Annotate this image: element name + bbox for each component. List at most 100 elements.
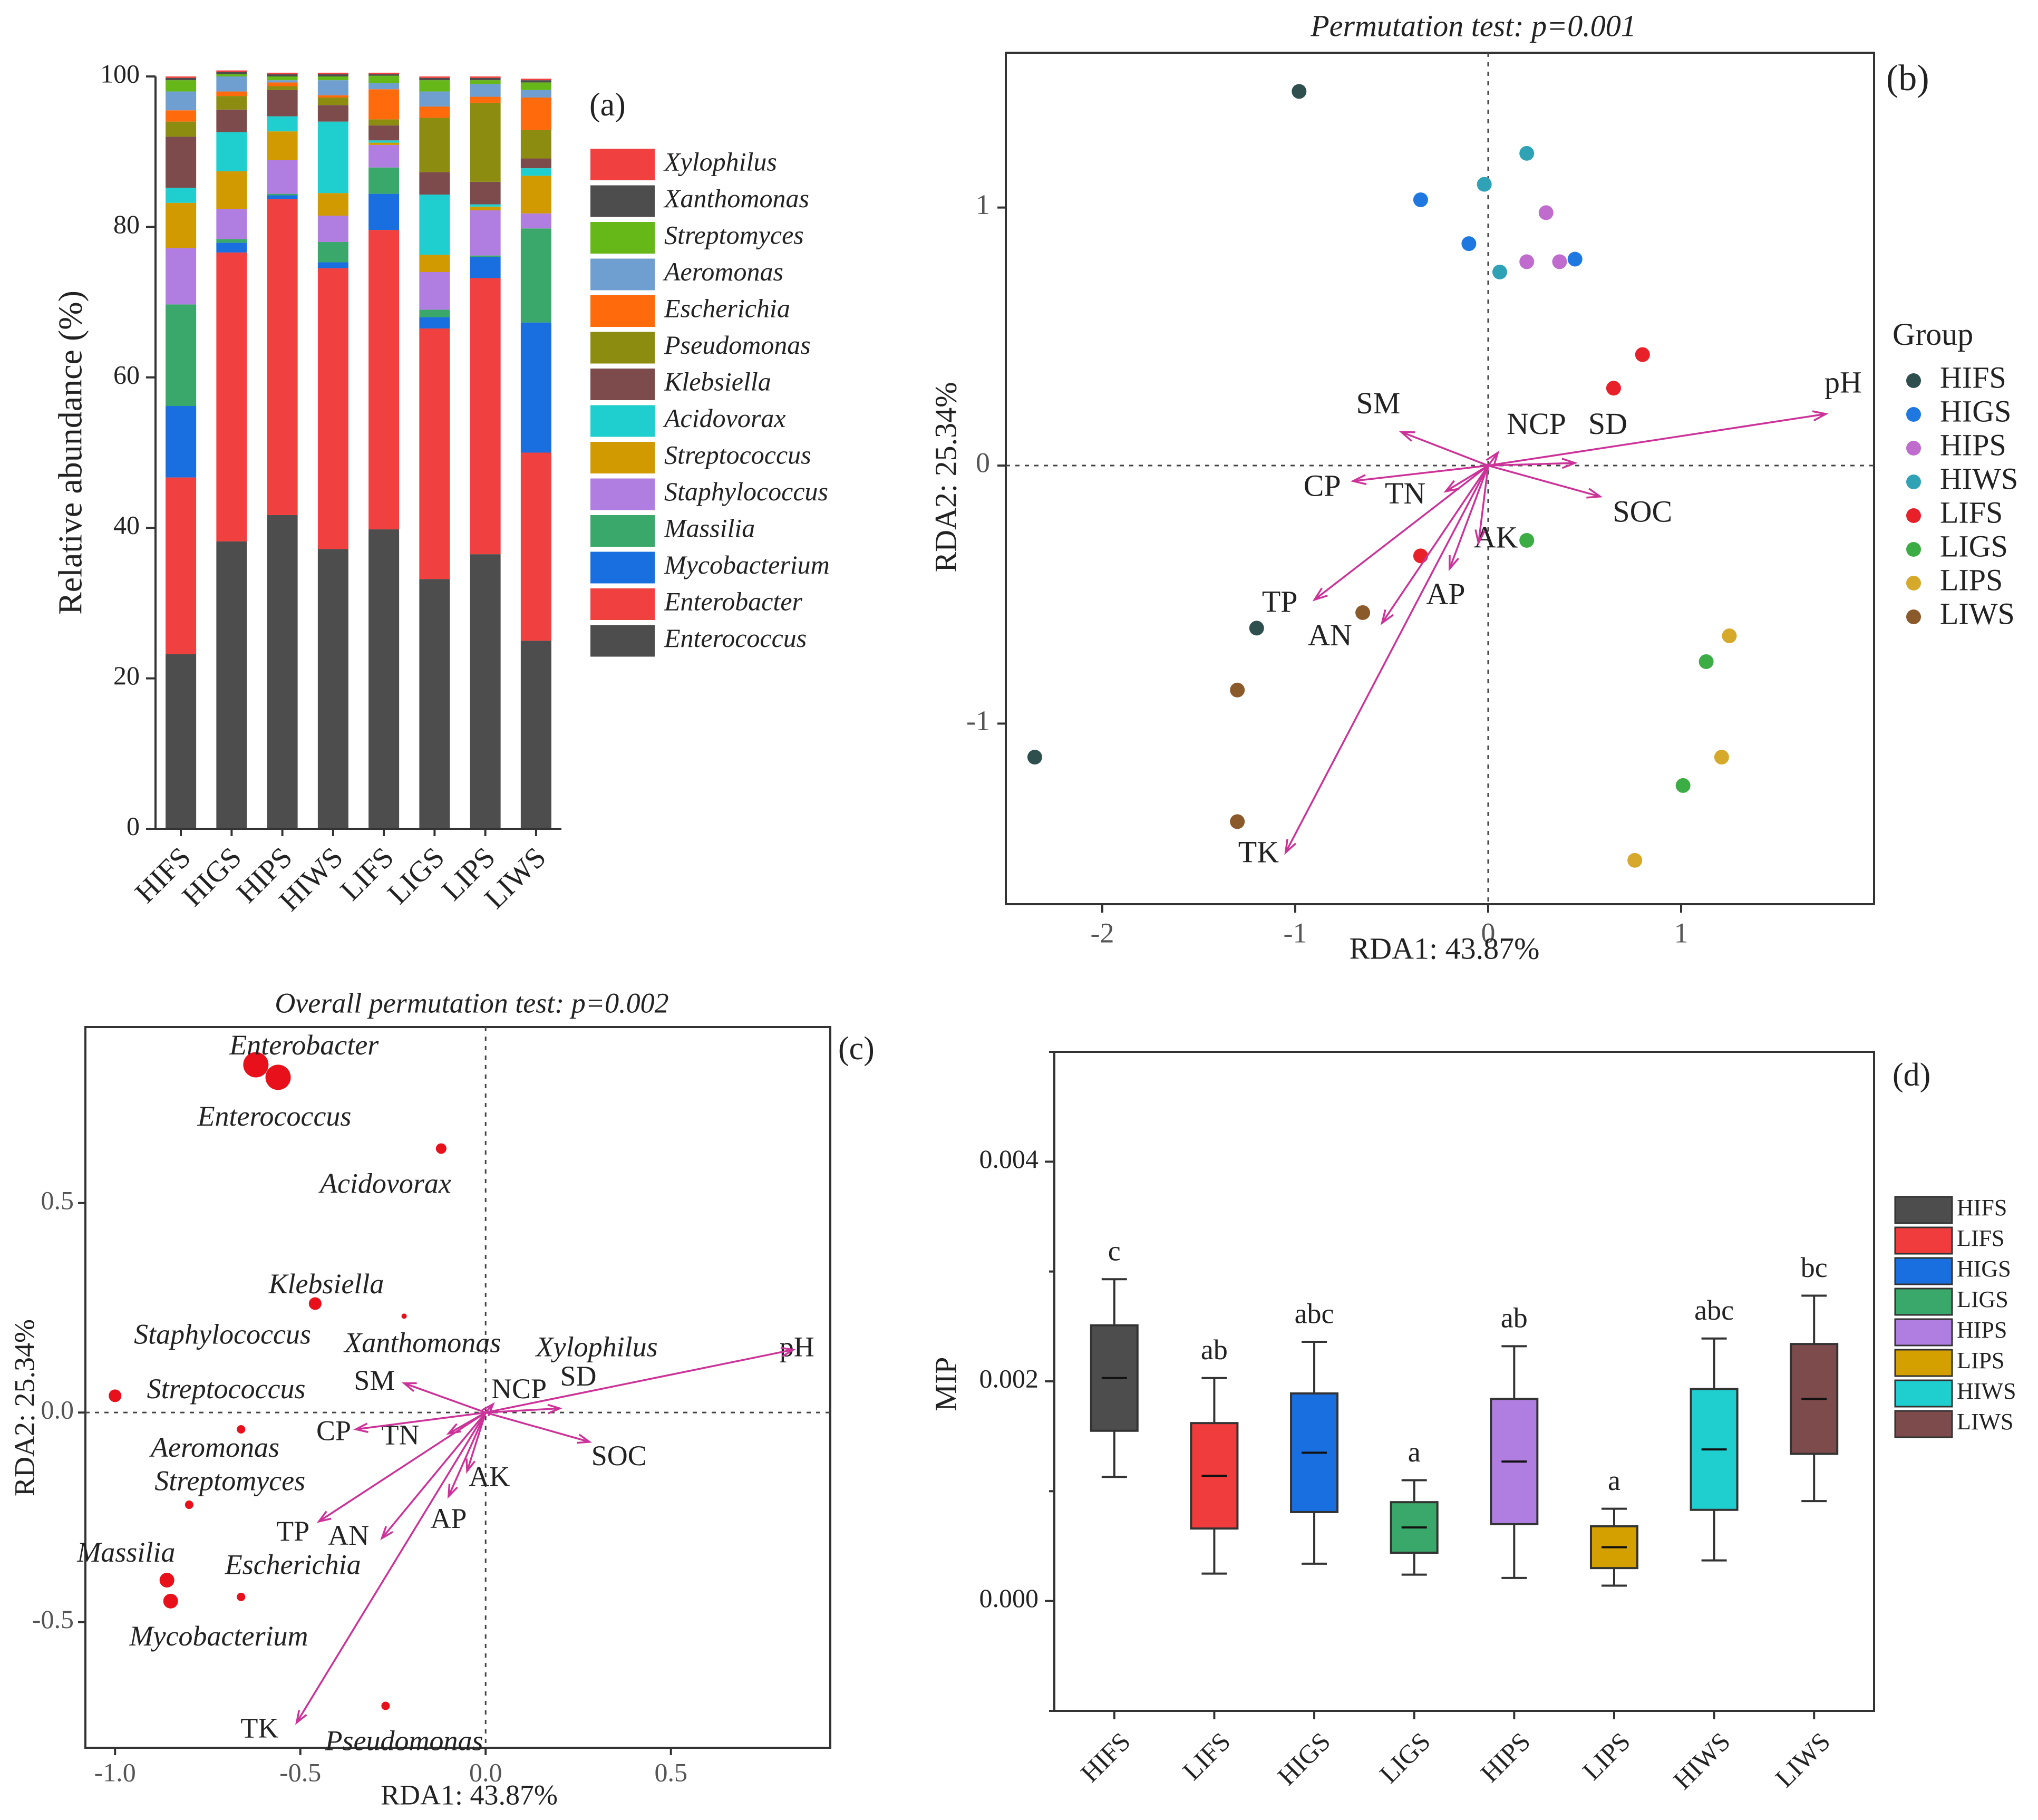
bar-HIGS-streptococcus <box>216 171 247 209</box>
bar-HIGS-enterobacter <box>216 252 247 541</box>
env-label-sd: SD <box>1588 406 1627 441</box>
bar-HIGS-pseudomonas <box>216 96 247 110</box>
bar-HIPS-klebsiella <box>267 90 298 117</box>
point-LIGS-0 <box>1519 533 1535 548</box>
bar-HIWS-xylophilus <box>317 72 348 74</box>
env-arrow-an <box>1380 465 1489 625</box>
taxon-point-enterococcus <box>265 1064 291 1090</box>
env-arrow-sm <box>401 1382 486 1414</box>
bar-LIFS-xylophilus <box>368 72 400 74</box>
legend-label-HIWS: HIWS <box>1957 1378 2016 1404</box>
env-arrow-soc <box>1488 464 1603 499</box>
legend-label-HIPS: HIPS <box>1940 428 2006 462</box>
point-HIGS-2 <box>1567 251 1583 267</box>
legend-label-HIWS: HIWS <box>1940 461 2018 496</box>
legend-label-aeromonas: Aeromonas <box>663 257 783 286</box>
bar-LIWS-mycobacterium <box>520 322 551 453</box>
point-LIGS-1 <box>1699 654 1714 669</box>
point-HIPS-0 <box>1538 205 1554 220</box>
bar-HIGS-enterococcus <box>216 541 247 829</box>
point-HIWS-1 <box>1519 146 1535 161</box>
bar-LIWS-enterobacter <box>520 452 551 641</box>
env-arrow-sd-shaft <box>1488 462 1575 467</box>
bar-HIGS-acidovorax <box>216 132 247 171</box>
env-arrow-sm-shaft <box>1401 431 1489 467</box>
taxon-label-massilia: Massilia <box>76 1536 175 1568</box>
point-HIWS-2 <box>1492 264 1507 279</box>
env-arrow-an-shaft <box>1381 465 1489 624</box>
env-arrow-tp <box>316 1411 487 1523</box>
bar-LIWS-klebsiella <box>520 158 551 169</box>
panel-label-c: (c) <box>838 1031 875 1067</box>
bar-LIGS-acidovorax <box>419 195 450 255</box>
bar-HIFS-aeromonas <box>166 91 197 111</box>
legend-title: Group <box>1893 317 1973 352</box>
env-label-tk: TK <box>240 1712 278 1744</box>
legend-label-LIWS: LIWS <box>1957 1409 2014 1435</box>
bar-LIPS-mycobacterium <box>470 257 501 278</box>
env-label-sd: SD <box>560 1360 596 1392</box>
env-arrow-tp-head <box>316 1511 332 1523</box>
bar-HIGS-streptomyces <box>216 74 247 76</box>
env-label-cp: CP <box>1304 468 1341 502</box>
legend-label-LIGS: LIGS <box>1957 1286 2008 1312</box>
env-arrow-ncp-head <box>1486 450 1500 466</box>
panel-d: 0.0000.0020.004MIP(d)cHIFSabLIFSabcHIGSa… <box>928 1051 2016 1795</box>
bar-LIWS-streptococcus <box>520 176 551 214</box>
bar-LIGS-streptococcus <box>419 255 450 273</box>
env-arrow-ph-shaft <box>485 1349 794 1414</box>
taxon-label-pseudomonas: Pseudomonas <box>325 1725 483 1756</box>
bar-HIFS-staphylococcus <box>166 248 197 305</box>
x-tick-label--1: -1 <box>1284 917 1307 948</box>
sig-letter-HIGS: abc <box>1295 1298 1334 1329</box>
bar-LIGS-enterobacter <box>419 328 450 579</box>
panel-b: -2 -1 0 1 -1 0 1 Permutation test: p=0.001 RDA1:… <box>928 8 2018 965</box>
point-LIFS-1 <box>1606 381 1621 396</box>
env-arrow-sd-head <box>547 1403 562 1415</box>
env-arrow-ak <box>1474 465 1489 546</box>
legend-label-streptococcus: Streptococcus <box>664 440 811 469</box>
x-tick-label-LIGS: LIGS <box>1374 1727 1436 1789</box>
bar-LIPS-klebsiella <box>470 181 501 205</box>
point-HIPS-2 <box>1552 254 1567 269</box>
bar-HIWS-enterococcus <box>317 549 348 829</box>
legend-label-escherichia: Escherichia <box>664 293 790 323</box>
bar-LIFS-pseudomonas <box>368 119 400 125</box>
point-LIPS-2 <box>1627 853 1643 868</box>
legend-label-LIPS: LIPS <box>1957 1348 2004 1373</box>
point-LIFS-2 <box>1413 548 1428 564</box>
legend-swatch-xanthomonas <box>590 185 655 217</box>
bar-HIGS-xanthomonas <box>216 72 247 74</box>
legend-label-HIFS: HIFS <box>1957 1195 2007 1221</box>
bar-HIFS-streptococcus <box>166 202 197 248</box>
legend-swatch-LIGS <box>1894 1287 1953 1316</box>
point-LIPS-1 <box>1714 750 1729 765</box>
env-arrow-an-shaft <box>381 1412 487 1539</box>
legend-dot-LIGS <box>1906 542 1921 557</box>
taxon-label-mycobacterium: Mycobacterium <box>129 1620 308 1652</box>
bar-HIFS-xanthomonas <box>166 78 197 81</box>
bar-HIWS-mycobacterium <box>317 262 348 268</box>
env-arrow-soc-shaft <box>1488 464 1600 498</box>
env-arrow-tk-shaft <box>296 1412 487 1724</box>
bar-LIWS-acidovorax <box>520 168 551 176</box>
bar-HIFS-massilia <box>166 304 197 406</box>
env-arrow-sm-head <box>401 1382 417 1392</box>
y-tick-label-60: 60 <box>113 360 140 389</box>
x-tick-label-0: 0 <box>1481 917 1496 948</box>
bar-LIPS-escherichia <box>470 96 501 103</box>
legend-label-mycobacterium: Mycobacterium <box>664 550 830 579</box>
legend-dot-LIPS <box>1906 576 1921 590</box>
x-tick-label-0.0: 0.0 <box>469 1757 502 1787</box>
y-tick-label-80: 80 <box>113 209 140 239</box>
taxon-point-streptomyces <box>185 1500 193 1509</box>
bar-LIGS-xanthomonas <box>419 78 450 81</box>
box-HIWS <box>1690 1337 1739 1562</box>
legend-dot-HIPS <box>1906 441 1921 456</box>
bar-HIFS-acidovorax <box>166 188 197 203</box>
env-label-tp: TP <box>1262 585 1298 619</box>
env-arrow-ap-head <box>1449 555 1460 572</box>
bar-LIWS-streptomyces <box>520 82 551 90</box>
bar-HIPS-mycobacterium <box>267 195 298 199</box>
